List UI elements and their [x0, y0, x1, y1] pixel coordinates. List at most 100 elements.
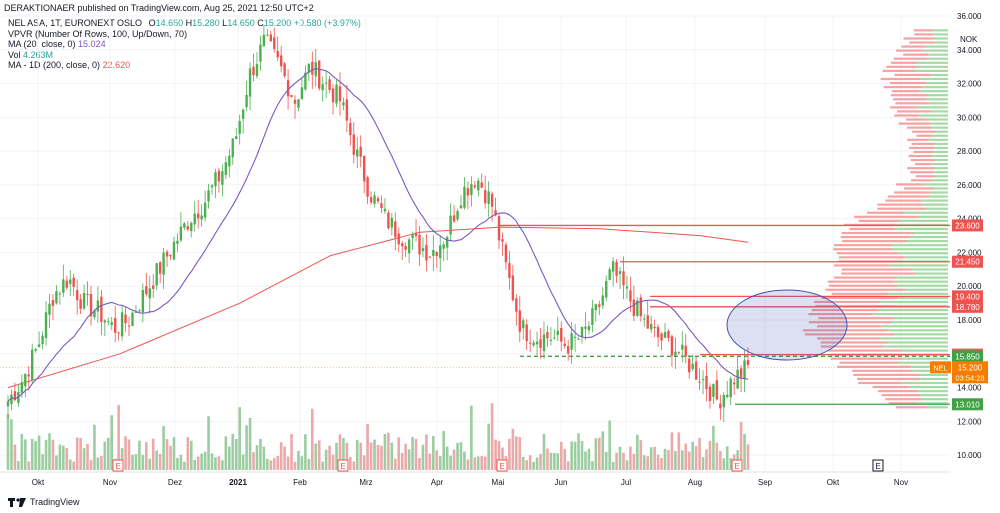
vp-row-up: [887, 329, 948, 332]
volume-bar: [584, 451, 587, 470]
vp-row-down: [916, 134, 932, 137]
open-value: 14.650: [155, 18, 184, 28]
candle-body: [449, 215, 452, 235]
vp-row-down: [852, 369, 912, 372]
publisher-header: DERAKTIONAER published on TradingView.co…: [0, 0, 1000, 16]
candle-body: [421, 248, 425, 252]
volume-bar: [293, 461, 297, 470]
candle-body: [739, 368, 743, 378]
vp-row-up: [932, 146, 948, 150]
vp-row-down: [830, 357, 902, 360]
vp-row-up: [899, 252, 948, 255]
high-value: 15.280: [192, 18, 220, 28]
candle-body: [210, 185, 214, 188]
volume-bar: [715, 442, 719, 470]
vp-row-up: [919, 373, 948, 376]
volume-bar: [532, 461, 535, 470]
legend-ma20-row[interactable]: MA (20, close, 0) 15.024: [8, 39, 361, 50]
earnings-marker-box: [337, 459, 349, 472]
vp-row-up: [934, 142, 948, 145]
candle-body: [701, 378, 705, 381]
volume-bar: [604, 452, 608, 470]
volume-bar: [542, 434, 546, 470]
volume-bar: [511, 428, 515, 470]
volume-bar: [414, 438, 418, 470]
volume-bar: [34, 441, 37, 470]
x-tick-label: Feb: [293, 478, 307, 487]
vp-row-up: [930, 73, 948, 77]
candle-body: [390, 217, 394, 228]
volume-bar: [459, 442, 463, 470]
candle-body: [594, 304, 598, 311]
volume-bar: [563, 448, 567, 470]
vp-row-up: [933, 150, 948, 154]
volume-bar: [200, 453, 203, 470]
volume-bar: [687, 451, 691, 470]
volume-bar: [680, 450, 684, 470]
low-value: 14.650: [227, 18, 255, 28]
volume-bar: [217, 456, 221, 470]
vp-row-down: [913, 150, 934, 154]
volume-bar: [625, 460, 629, 470]
candle-body: [200, 215, 203, 220]
legend-vpvr-row[interactable]: VPVR (Number Of Rows, 100, Up/Down, 70): [8, 29, 361, 40]
candle-body: [653, 326, 656, 328]
candle-body: [279, 55, 283, 67]
candle-body: [667, 331, 670, 338]
volume-bar: [739, 422, 743, 470]
price-level-lines[interactable]: [498, 224, 950, 405]
candle-body: [625, 286, 629, 289]
vp-row-up: [936, 130, 948, 133]
volume-bar: [248, 417, 252, 470]
time-axis[interactable]: Okt Nov Dez 2021 Feb Mrz Apr Mai Jun Jul Aug Sep Okt…: [32, 478, 908, 487]
volume-bar: [138, 440, 141, 470]
candle-body: [335, 84, 338, 104]
volume-bar: [556, 453, 560, 470]
vp-row-down: [913, 29, 934, 32]
vp-row-up: [887, 292, 948, 295]
vp-row-down: [817, 337, 881, 340]
volume-bar: [127, 439, 131, 470]
legend-symbol-row: NEL ASA, 1T, EURONEXT OSLO O14.650 H15.2…: [8, 18, 361, 29]
candle-body: [127, 325, 131, 327]
price-level-tag: [952, 300, 983, 313]
vp-row-up: [895, 304, 948, 308]
candle-body: [712, 383, 715, 397]
x-tick-label: Sep: [758, 478, 773, 487]
candle-body: [684, 345, 687, 357]
volume-bar: [48, 433, 51, 470]
volume-bar: [183, 461, 186, 470]
candle-body: [549, 339, 553, 341]
volume-bar: [148, 458, 152, 470]
vp-row-down: [815, 304, 896, 308]
legend-ma200-row[interactable]: MA - 1D (200, close, 0) 22.620: [8, 60, 361, 71]
volume-bar: [483, 456, 487, 470]
candle-body: [238, 121, 241, 134]
candle-body: [103, 320, 107, 323]
vp-row-up: [929, 195, 948, 198]
candle-body: [681, 344, 684, 350]
candle-body: [705, 376, 708, 390]
candle-body: [107, 321, 110, 323]
vp-row-down: [820, 345, 884, 348]
vp-row-up: [915, 272, 948, 275]
vp-row-down: [840, 235, 911, 239]
price-level-value: 19.400: [955, 292, 980, 301]
volume-bar: [349, 456, 352, 470]
candle-body: [369, 197, 373, 203]
vp-row-up: [916, 65, 948, 68]
volume-bar: [214, 457, 217, 470]
open-label: O: [148, 18, 156, 28]
earnings-marker-letter: E: [875, 462, 880, 471]
volume-bar: [234, 439, 238, 470]
vp-row-up: [918, 90, 948, 93]
candle-body: [674, 351, 677, 356]
x-tick-label: 2021: [229, 478, 247, 487]
vp-row-up: [898, 361, 948, 364]
vp-row-up: [911, 268, 948, 271]
vp-row-down: [915, 175, 936, 178]
vp-row-up: [917, 61, 948, 64]
earnings-marker-box: [112, 459, 124, 472]
